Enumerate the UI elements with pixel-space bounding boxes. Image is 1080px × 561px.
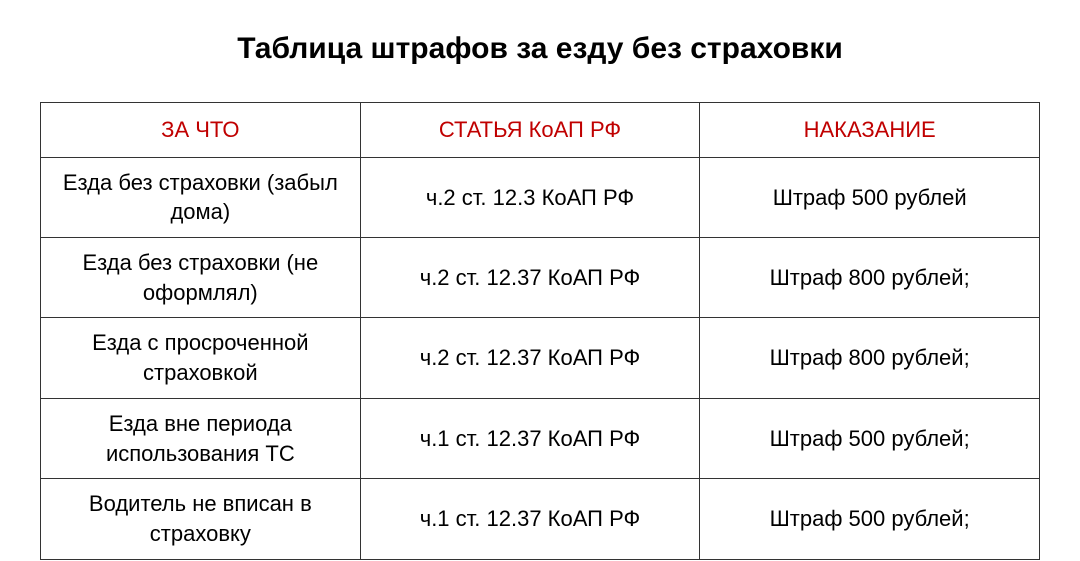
cell-penalty: Штраф 500 рублей;: [700, 479, 1040, 559]
cell-reason: Езда без страховки (забыл дома): [41, 157, 361, 237]
table-header-row: ЗА ЧТО СТАТЬЯ КоАП РФ НАКАЗАНИЕ: [41, 103, 1040, 158]
cell-article: ч.2 ст. 12.37 КоАП РФ: [360, 318, 700, 398]
cell-reason: Езда без страховки (не оформлял): [41, 238, 361, 318]
table-row: Езда без страховки (не оформлял) ч.2 ст.…: [41, 238, 1040, 318]
cell-penalty: Штраф 800 рублей;: [700, 318, 1040, 398]
fines-table: ЗА ЧТО СТАТЬЯ КоАП РФ НАКАЗАНИЕ Езда без…: [40, 102, 1040, 560]
cell-article: ч.2 ст. 12.37 КоАП РФ: [360, 238, 700, 318]
table-row: Езда без страховки (забыл дома) ч.2 ст. …: [41, 157, 1040, 237]
column-header-penalty: НАКАЗАНИЕ: [700, 103, 1040, 158]
column-header-reason: ЗА ЧТО: [41, 103, 361, 158]
cell-reason: Езда вне периода использования ТС: [41, 398, 361, 478]
table-row: Езда вне периода использования ТС ч.1 ст…: [41, 398, 1040, 478]
cell-article: ч.2 ст. 12.3 КоАП РФ: [360, 157, 700, 237]
cell-reason: Езда с просроченной страховкой: [41, 318, 361, 398]
cell-penalty: Штраф 500 рублей: [700, 157, 1040, 237]
cell-article: ч.1 ст. 12.37 КоАП РФ: [360, 398, 700, 478]
column-header-article: СТАТЬЯ КоАП РФ: [360, 103, 700, 158]
cell-penalty: Штраф 500 рублей;: [700, 398, 1040, 478]
table-row: Водитель не вписан в страховку ч.1 ст. 1…: [41, 479, 1040, 559]
page-title: Таблица штрафов за езду без страховки: [40, 32, 1040, 66]
cell-penalty: Штраф 800 рублей;: [700, 238, 1040, 318]
cell-article: ч.1 ст. 12.37 КоАП РФ: [360, 479, 700, 559]
table-row: Езда с просроченной страховкой ч.2 ст. 1…: [41, 318, 1040, 398]
cell-reason: Водитель не вписан в страховку: [41, 479, 361, 559]
